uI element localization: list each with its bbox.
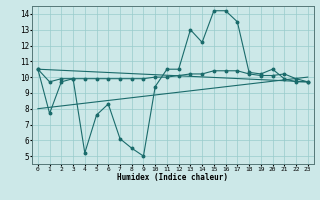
X-axis label: Humidex (Indice chaleur): Humidex (Indice chaleur) (117, 173, 228, 182)
